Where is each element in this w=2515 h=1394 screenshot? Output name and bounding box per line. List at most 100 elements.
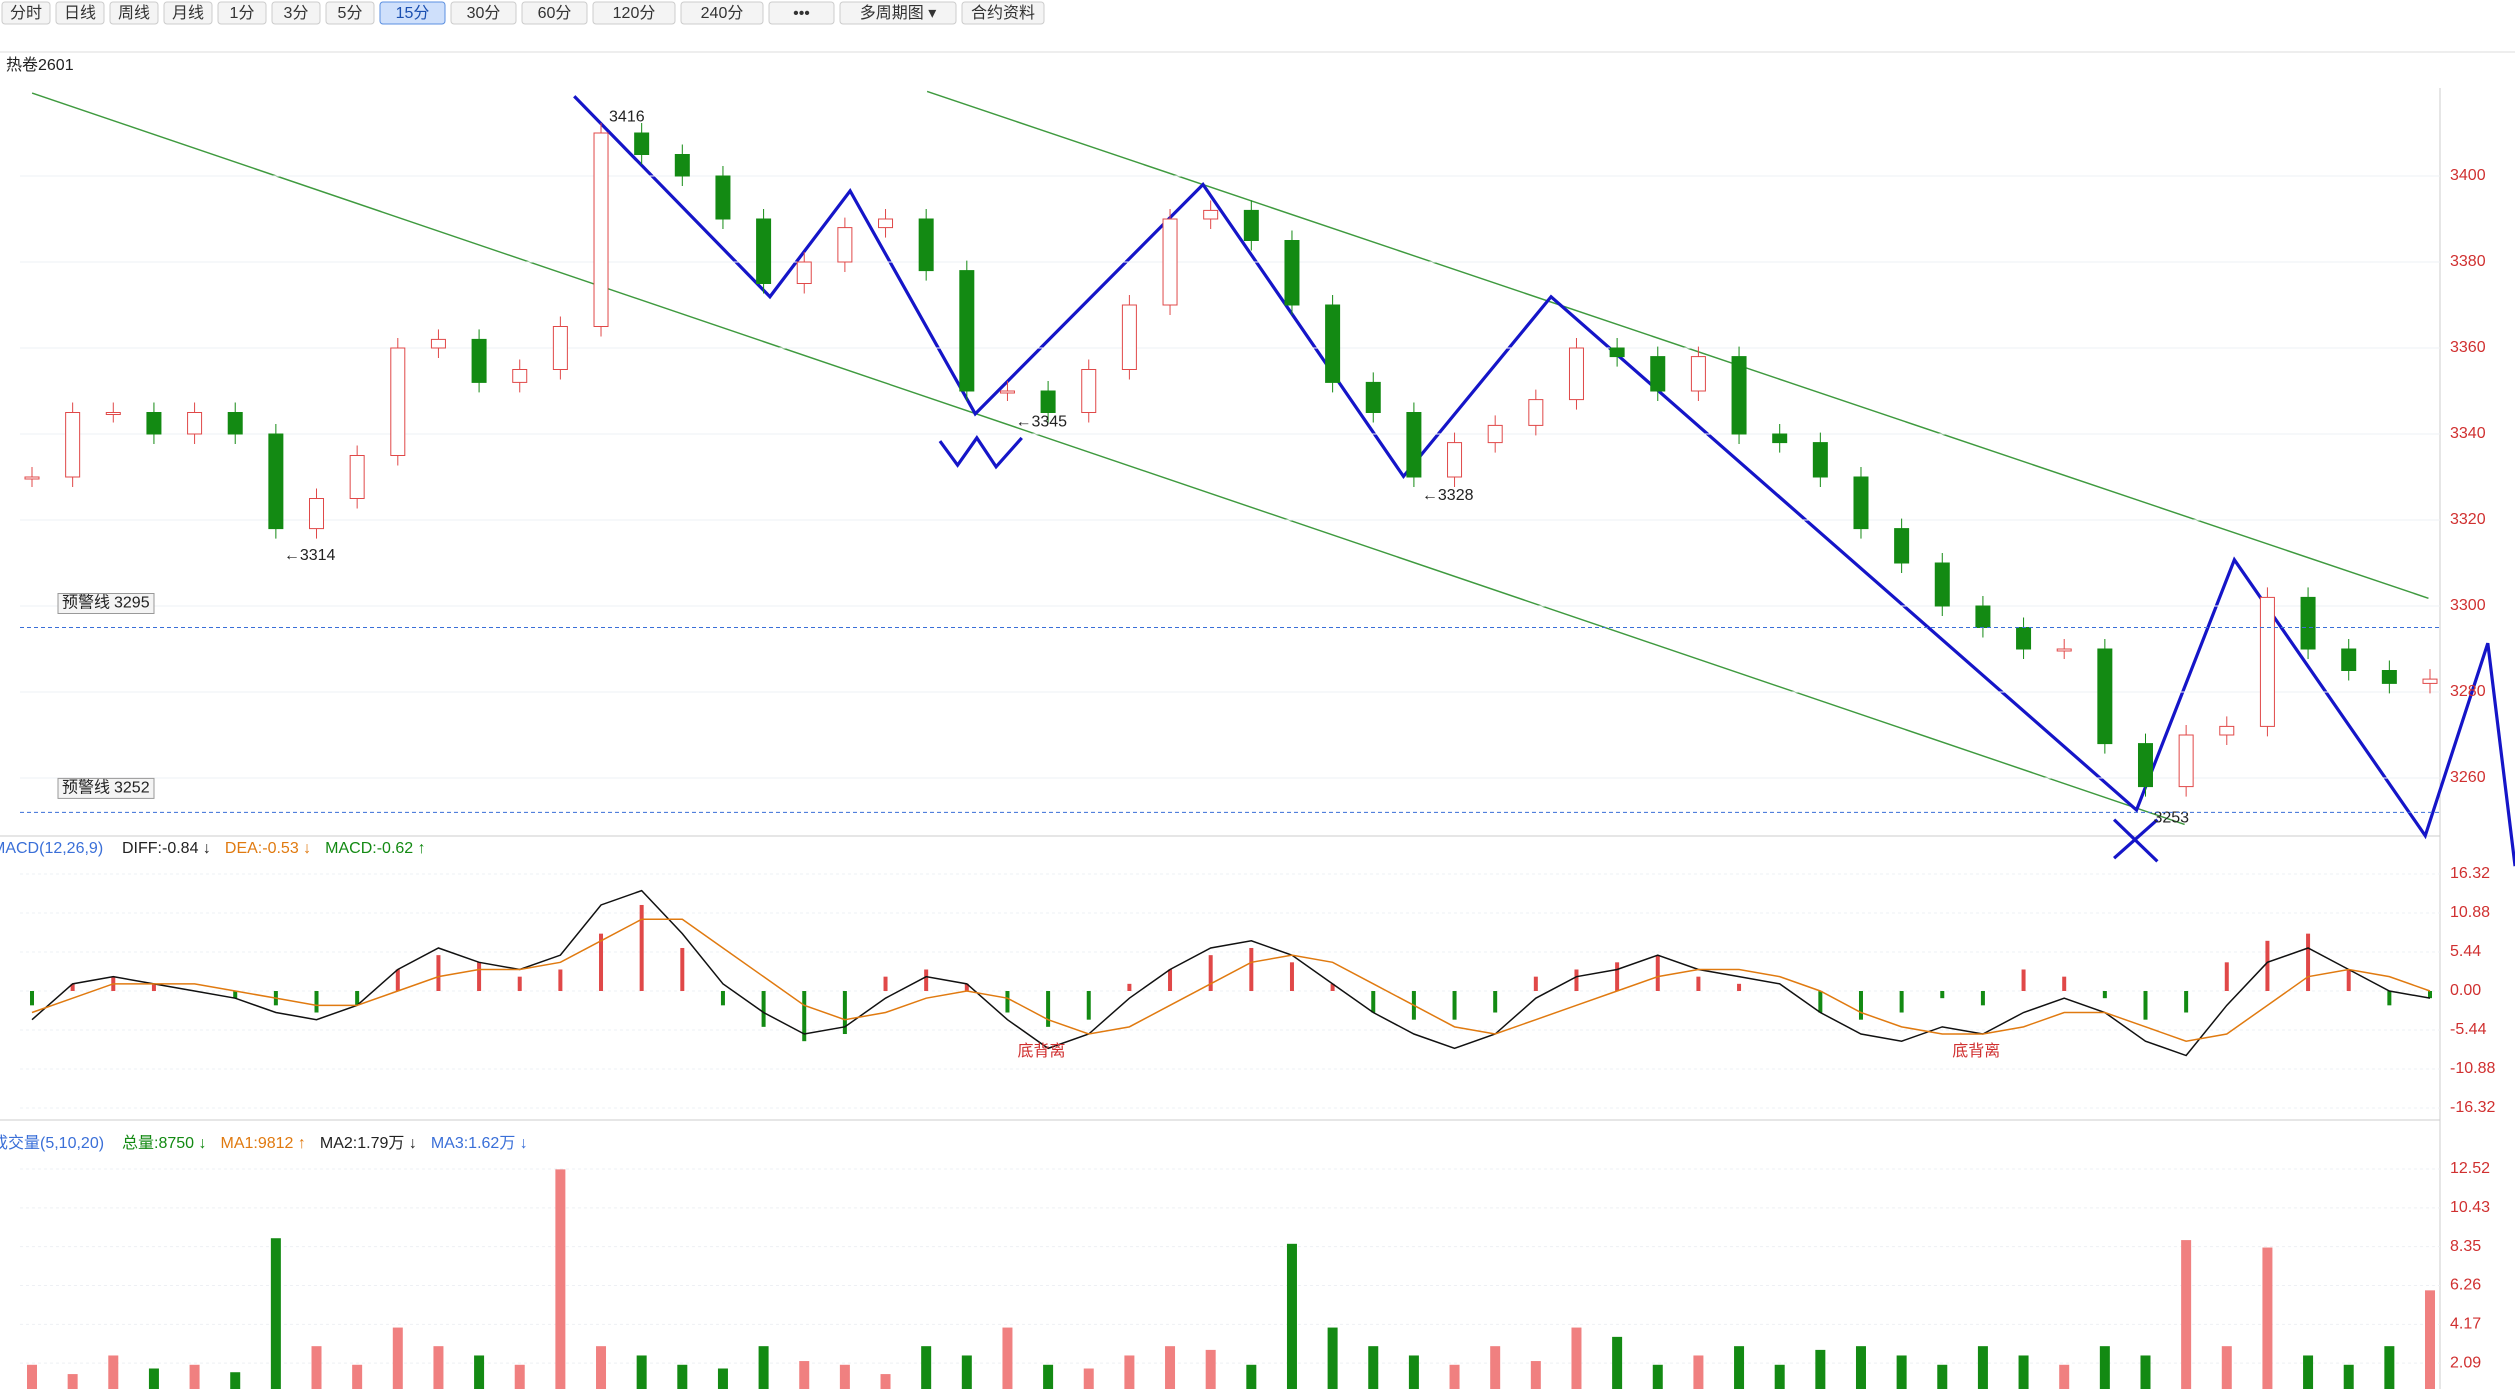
toolbar-button[interactable] — [450, 1, 517, 25]
pane-stat: MACD:-0.62 ↑ — [325, 840, 425, 857]
toolbar-button[interactable] — [325, 1, 375, 25]
pane-stat: DEA:-0.53 ↓ — [225, 840, 311, 857]
toolbar-button-label[interactable]: 3分 — [284, 4, 309, 22]
candle — [1772, 433, 1788, 444]
macd-dea-line — [31, 918, 2431, 1042]
candle — [1690, 356, 1706, 392]
candle — [349, 455, 365, 499]
candle — [796, 261, 812, 284]
volume-bar — [2425, 1290, 2435, 1394]
y-tick-label: 6.26 — [2450, 1277, 2481, 1294]
macd-bar — [517, 976, 522, 991]
macd-bar — [802, 991, 807, 1042]
macd-bar — [2265, 940, 2270, 991]
candle — [430, 338, 446, 349]
toolbar-button[interactable] — [768, 1, 835, 25]
y-tick-label: 3340 — [2450, 425, 2486, 442]
macd-bar — [1533, 976, 1538, 991]
toolbar-button[interactable] — [271, 1, 321, 25]
toolbar-button[interactable] — [592, 1, 676, 25]
volume-bar — [1002, 1327, 1013, 1394]
candle — [2178, 734, 2194, 788]
toolbar-button-label[interactable]: 60分 — [538, 4, 572, 22]
macd-bar — [1493, 991, 1498, 1013]
y-tick-label: 3380 — [2450, 253, 2486, 270]
toolbar-button[interactable] — [521, 1, 588, 25]
volume-bar — [1693, 1355, 1704, 1394]
toolbar-button[interactable] — [961, 1, 1045, 25]
toolbar-button-label[interactable]: 5分 — [338, 4, 363, 22]
toolbar-button[interactable] — [109, 1, 159, 25]
candle — [390, 347, 406, 456]
toolbar-button-label[interactable]: 120分 — [613, 4, 656, 22]
pane-stat: MA3:1.62万 ↓ — [431, 1135, 528, 1152]
volume-bar — [311, 1346, 322, 1394]
toolbar-button[interactable] — [379, 1, 446, 25]
toolbar-button-label[interactable]: ••• — [793, 5, 810, 22]
macd-bar — [436, 955, 441, 991]
toolbar-button-label[interactable]: 分时 — [10, 4, 42, 22]
toolbar-button-label[interactable]: 多周期图 ▾ — [860, 4, 936, 22]
macd-bar — [314, 991, 319, 1013]
candle — [2341, 648, 2357, 671]
toolbar-button-label[interactable]: 30分 — [467, 4, 501, 22]
drawings — [31, 90, 2515, 867]
macd-bar — [355, 991, 360, 1006]
price-annotation: ←3328 — [1422, 487, 1474, 504]
divergence-label: 底背离 — [1952, 1042, 2000, 1060]
volume-bar — [1083, 1368, 1094, 1394]
toolbar-button-label[interactable]: 240分 — [701, 4, 744, 22]
volume-bar — [1327, 1327, 1338, 1394]
candle — [1162, 218, 1178, 306]
toolbar-button-label[interactable]: 日线 — [64, 4, 96, 22]
macd-bar — [233, 991, 238, 999]
toolbar-button[interactable] — [163, 1, 213, 25]
macd-bar — [2102, 991, 2107, 999]
volume-bar — [27, 1364, 37, 1394]
alert-value: 3295 — [114, 595, 150, 612]
toolbar-button[interactable] — [1, 1, 51, 25]
candle — [1975, 605, 1991, 628]
macd-bar — [1289, 962, 1294, 991]
alert-tag — [57, 593, 155, 614]
toolbar-button[interactable] — [55, 1, 105, 25]
y-tick-label: 5.44 — [2450, 943, 2481, 960]
pane-stat: MA1:9812 ↑ — [221, 1135, 306, 1152]
toolbar-button-label[interactable]: 15分 — [396, 4, 430, 22]
candle — [1243, 209, 1259, 241]
toolbar-button-label[interactable]: 周线 — [118, 4, 150, 22]
candle — [1447, 442, 1463, 478]
price-annotation: ←3345 — [1015, 414, 1067, 431]
macd-bar — [842, 991, 847, 1035]
macd-bar — [1615, 962, 1620, 991]
candle — [65, 412, 81, 478]
macd-bar — [1655, 955, 1660, 991]
volume-bar — [1043, 1364, 1054, 1394]
volume-bar — [799, 1361, 810, 1394]
pane-stat: 总量:8750 ↓ — [122, 1134, 207, 1152]
volume-bar — [1855, 1346, 1866, 1394]
macd-bar — [720, 991, 725, 1006]
toolbar-button-label[interactable]: 月线 — [172, 4, 204, 22]
macd-bar — [1371, 991, 1376, 1013]
candle — [756, 218, 772, 284]
y-tick-label: 16.32 — [2450, 865, 2490, 882]
macd-bar — [964, 983, 969, 991]
macd-bar — [2224, 962, 2229, 991]
macd-bar — [395, 969, 400, 991]
toolbar-button-label[interactable]: 1分 — [230, 4, 255, 22]
toolbar-button-label[interactable]: 合约资料 — [971, 4, 1035, 22]
macd-bar — [70, 983, 75, 991]
channel-line — [926, 90, 2429, 599]
toolbar-button[interactable] — [217, 1, 267, 25]
toolbar-button[interactable] — [680, 1, 764, 25]
volume-bar — [230, 1372, 241, 1394]
alert-tag — [57, 777, 155, 799]
toolbar-button[interactable] — [839, 1, 957, 25]
candle — [268, 433, 284, 530]
y-tick-label: 3280 — [2450, 683, 2486, 700]
y-tick-label: 0.00 — [2450, 982, 2481, 999]
volume-bar — [2262, 1247, 2273, 1394]
divergence-label: 底背离 — [1017, 1042, 1065, 1060]
